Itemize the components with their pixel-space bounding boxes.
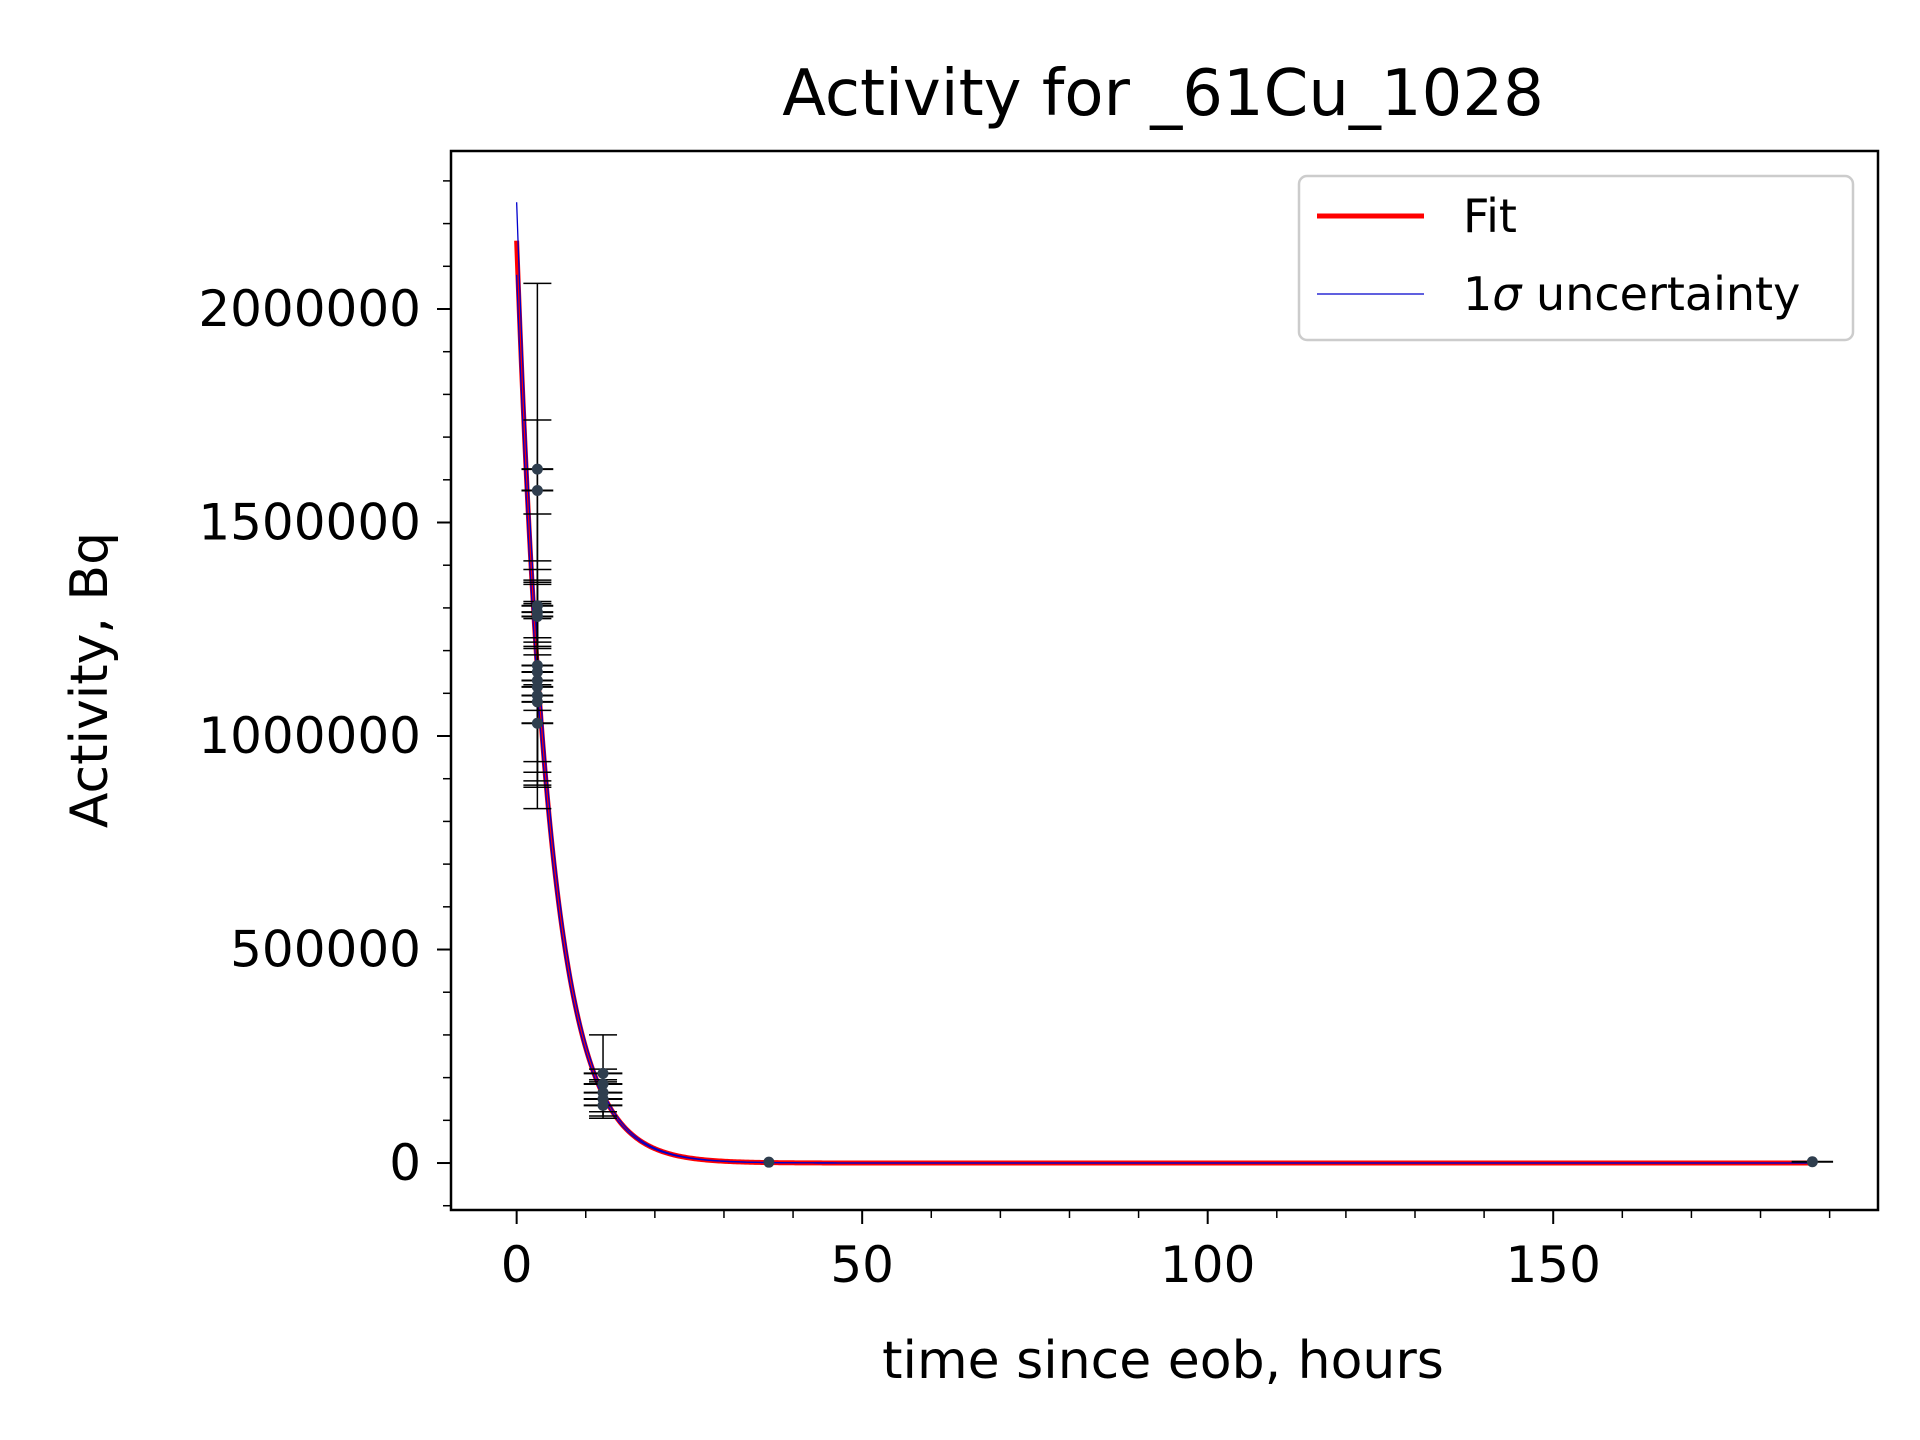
data-point bbox=[531, 484, 543, 496]
legend-uncertainty-label: 1σ uncertainty bbox=[1463, 267, 1800, 321]
uncertainty-lower-curve bbox=[516, 274, 1813, 1164]
legend-uncertainty-sigma: σ bbox=[1492, 267, 1523, 321]
y-tick-label: 2000000 bbox=[198, 280, 421, 338]
legend-uncertainty-suffix: uncertainty bbox=[1521, 267, 1800, 321]
data-point bbox=[531, 681, 543, 693]
x-tick-label: 150 bbox=[1505, 1236, 1600, 1294]
y-tick-label: 1500000 bbox=[198, 494, 421, 552]
legend-box bbox=[1297, 174, 1855, 342]
legend-fit-label: Fit bbox=[1463, 189, 1517, 243]
plot-layer bbox=[514, 202, 1834, 1168]
y-axis-label: Activity, Bq bbox=[60, 532, 120, 828]
plot-frame bbox=[449, 149, 1880, 1212]
data-point bbox=[531, 696, 543, 708]
x-tick-label: 100 bbox=[1160, 1236, 1255, 1294]
legend: Fit 1σ uncertainty bbox=[1297, 174, 1855, 342]
chart-title: Activity for _61Cu_1028 bbox=[782, 57, 1544, 131]
legend-uncertainty-prefix: 1 bbox=[1463, 267, 1492, 321]
data-point bbox=[531, 666, 543, 678]
data-point bbox=[1806, 1156, 1818, 1168]
x-tick-label: 50 bbox=[830, 1236, 894, 1294]
x-tick-label: 0 bbox=[501, 1236, 533, 1294]
data-point bbox=[531, 463, 543, 475]
data-point bbox=[531, 717, 543, 729]
data-point bbox=[597, 1078, 609, 1090]
axis-ticks: 0 50 100 150 0 500000 1000000 1500000 2000000 bbox=[198, 180, 1831, 1294]
data-point bbox=[763, 1156, 775, 1168]
data-point bbox=[597, 1099, 609, 1111]
y-tick-label: 1000000 bbox=[198, 707, 421, 765]
y-tick-label: 500000 bbox=[230, 921, 421, 979]
data-point bbox=[531, 610, 543, 622]
y-tick-label: 0 bbox=[389, 1134, 421, 1192]
data-point bbox=[597, 1067, 609, 1079]
x-axis-label: time since eob, hours bbox=[882, 1331, 1444, 1391]
